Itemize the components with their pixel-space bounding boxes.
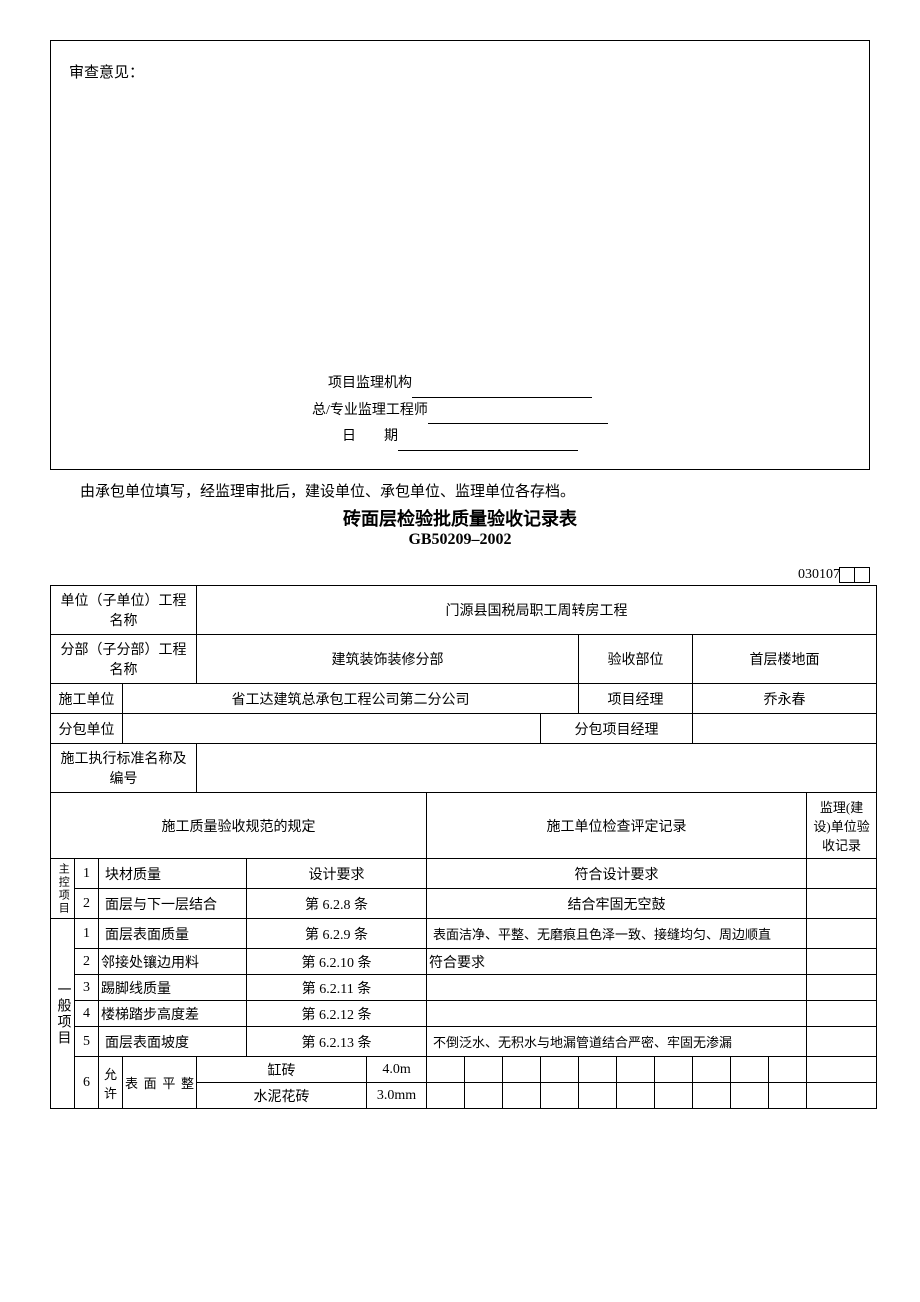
g4-no: 4 bbox=[75, 1001, 99, 1027]
doc-title: 砖面层检验批质量验收记录表 bbox=[50, 505, 870, 531]
g6-r2-c10 bbox=[769, 1083, 807, 1109]
g6-r2-val: 3.0mm bbox=[367, 1083, 427, 1109]
g1-record: 表面洁净、平整、无磨痕且色泽一致、接缝均匀、周边顺直 bbox=[427, 919, 807, 949]
form-number: 030107 bbox=[798, 567, 840, 582]
g6-no: 6 bbox=[75, 1057, 99, 1109]
g6-r1-c6 bbox=[617, 1057, 655, 1083]
sig-date: 日 期 bbox=[51, 424, 869, 451]
g6-r1-type: 缸砖 bbox=[197, 1057, 367, 1083]
g6-r1-sup bbox=[807, 1057, 877, 1083]
g2-record: 符合要求 bbox=[427, 949, 807, 975]
g4-spec: 第 6.2.12 条 bbox=[247, 1001, 427, 1027]
g5-record: 不倒泛水、无积水与地漏管道结合严密、牢固无渗漏 bbox=[427, 1027, 807, 1057]
g6-r1-c4 bbox=[541, 1057, 579, 1083]
form-box-2 bbox=[854, 567, 870, 583]
std-label: 施工执行标准名称及编号 bbox=[51, 744, 197, 793]
g6-r1-c5 bbox=[579, 1057, 617, 1083]
unit-name-value: 门源县国税局职工周转房工程 bbox=[197, 586, 877, 635]
g4-name: 楼梯踏步高度差 bbox=[99, 1001, 247, 1027]
g4-record bbox=[427, 1001, 807, 1027]
g5-name: 面层表面坡度 bbox=[99, 1027, 247, 1057]
g1-spec: 第 6.2.9 条 bbox=[247, 919, 427, 949]
g6-r2-c6 bbox=[617, 1083, 655, 1109]
cat-general: 一般项目 bbox=[51, 919, 75, 1109]
g2-name: 邻接处镶边用料 bbox=[99, 949, 247, 975]
col-record: 施工单位检查评定记录 bbox=[427, 793, 807, 859]
g3-spec: 第 6.2.11 条 bbox=[247, 975, 427, 1001]
m2-sup bbox=[807, 889, 877, 919]
g2-sup bbox=[807, 949, 877, 975]
sub-name-value: 建筑装饰装修分部 bbox=[197, 635, 579, 684]
m1-name: 块材质量 bbox=[99, 859, 247, 889]
pm-label: 项目经理 bbox=[579, 684, 693, 714]
constr-unit-value: 省工达建筑总承包工程公司第二分公司 bbox=[123, 684, 579, 714]
sub-name-label: 分部（子分部）工程名称 bbox=[51, 635, 197, 684]
g6-r1-c3 bbox=[503, 1057, 541, 1083]
g6-r1-c1 bbox=[427, 1057, 465, 1083]
g1-name: 面层表面质量 bbox=[99, 919, 247, 949]
pm-value: 乔永春 bbox=[693, 684, 877, 714]
form-number-row: 030107 bbox=[50, 567, 870, 583]
sub-pm-label: 分包项目经理 bbox=[541, 714, 693, 744]
footnote: 由承包单位填写，经监理审批后，建设单位、承包单位、监理单位各存档。 bbox=[80, 480, 870, 501]
g6-r2-c1 bbox=[427, 1083, 465, 1109]
sub-unit-value bbox=[123, 714, 541, 744]
col-supervise: 监理(建设)单位验收记录 bbox=[807, 793, 877, 859]
col-spec: 施工质量验收规范的规定 bbox=[51, 793, 427, 859]
g6-r1-label: 表面平整 bbox=[123, 1057, 197, 1109]
g6-r1-c8 bbox=[693, 1057, 731, 1083]
doc-code: GB50209–2002 bbox=[50, 531, 870, 549]
g5-sup bbox=[807, 1027, 877, 1057]
std-value bbox=[197, 744, 877, 793]
g3-record bbox=[427, 975, 807, 1001]
sig-engineer: 总/专业监理工程师 bbox=[51, 398, 869, 425]
m1-spec: 设计要求 bbox=[247, 859, 427, 889]
g6-r2-c2 bbox=[465, 1083, 503, 1109]
form-box-1 bbox=[839, 567, 855, 583]
m1-no: 1 bbox=[75, 859, 99, 889]
g1-sup bbox=[807, 919, 877, 949]
g5-no: 5 bbox=[75, 1027, 99, 1057]
unit-name-label: 单位（子单位）工程名称 bbox=[51, 586, 197, 635]
review-opinion-box: 审查意见： 项目监理机构 总/专业监理工程师 日 期 bbox=[50, 40, 870, 470]
m2-no: 2 bbox=[75, 889, 99, 919]
g2-spec: 第 6.2.10 条 bbox=[247, 949, 427, 975]
g6-r1-val: 4.0m bbox=[367, 1057, 427, 1083]
g3-name: 踢脚线质量 bbox=[99, 975, 247, 1001]
g6-r1-c7 bbox=[655, 1057, 693, 1083]
g1-no: 1 bbox=[75, 919, 99, 949]
m1-sup bbox=[807, 859, 877, 889]
g6-r1-c2 bbox=[465, 1057, 503, 1083]
g6-r1-c10 bbox=[769, 1057, 807, 1083]
g2-no: 2 bbox=[75, 949, 99, 975]
m2-name: 面层与下一层结合 bbox=[99, 889, 247, 919]
g5-spec: 第 6.2.13 条 bbox=[247, 1027, 427, 1057]
inspection-table: 单位（子单位）工程名称 门源县国税局职工周转房工程 分部（子分部）工程名称 建筑… bbox=[50, 585, 877, 1109]
g6-r2-c4 bbox=[541, 1083, 579, 1109]
sig-org: 项目监理机构 bbox=[51, 371, 869, 398]
accept-part-value: 首层楼地面 bbox=[693, 635, 877, 684]
g4-sup bbox=[807, 1001, 877, 1027]
accept-part-label: 验收部位 bbox=[579, 635, 693, 684]
sub-pm-value bbox=[693, 714, 877, 744]
g6-r2-c5 bbox=[579, 1083, 617, 1109]
cat-main: 主控项目 bbox=[51, 859, 75, 919]
m2-spec: 第 6.2.8 条 bbox=[247, 889, 427, 919]
g3-sup bbox=[807, 975, 877, 1001]
g6-r2-c3 bbox=[503, 1083, 541, 1109]
signature-block: 项目监理机构 总/专业监理工程师 日 期 bbox=[51, 371, 869, 451]
g6-r2-sup bbox=[807, 1083, 877, 1109]
g3-no: 3 bbox=[75, 975, 99, 1001]
g6-r2-c8 bbox=[693, 1083, 731, 1109]
m1-record: 符合设计要求 bbox=[427, 859, 807, 889]
constr-unit-label: 施工单位 bbox=[51, 684, 123, 714]
g6-r2-c7 bbox=[655, 1083, 693, 1109]
g6-r2-c9 bbox=[731, 1083, 769, 1109]
g6-r2-type: 水泥花砖 bbox=[197, 1083, 367, 1109]
sub-unit-label: 分包单位 bbox=[51, 714, 123, 744]
g6-r1-c9 bbox=[731, 1057, 769, 1083]
review-title: 审查意见： bbox=[69, 61, 851, 82]
g6-allow: 允许 bbox=[99, 1057, 123, 1109]
m2-record: 结合牢固无空鼓 bbox=[427, 889, 807, 919]
